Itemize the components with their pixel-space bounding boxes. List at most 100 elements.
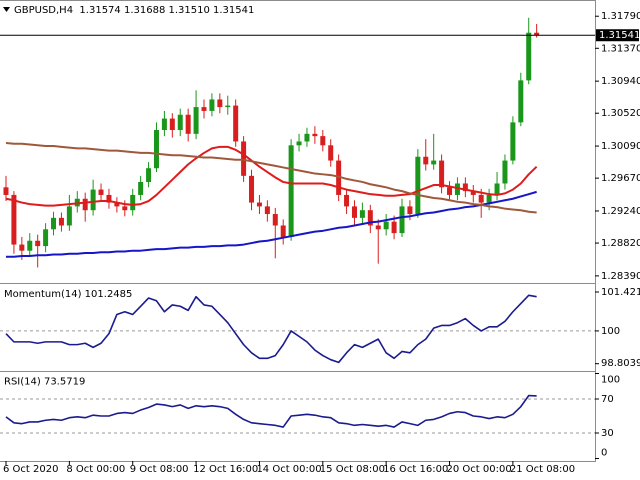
- x-tick-label: 9 Oct 08:00: [130, 464, 189, 475]
- candle-body: [27, 240, 33, 251]
- candle-body: [146, 168, 152, 182]
- candle-body: [169, 118, 175, 131]
- candle-body: [51, 217, 57, 230]
- candle-body: [462, 183, 468, 192]
- candle-body: [241, 141, 247, 176]
- candle-body: [11, 194, 17, 245]
- candle-body: [177, 114, 183, 131]
- candle-body: [367, 210, 373, 226]
- candle-body: [114, 202, 120, 207]
- candle-body: [217, 99, 223, 108]
- candle-body: [478, 194, 484, 203]
- candle-body: [502, 160, 508, 184]
- candle-body: [90, 189, 96, 211]
- candle-body: [249, 175, 255, 203]
- chart-title: GBPUSD,H4 1.31574 1.31688 1.31510 1.3154…: [14, 5, 254, 16]
- candle-body: [534, 32, 540, 36]
- y-tick-label: 1.29670: [601, 173, 640, 184]
- y-tick-label: 100: [601, 375, 620, 386]
- y-tick-label: 1.31370: [601, 43, 640, 54]
- moving-average-line: [5, 142, 537, 214]
- candle-body: [209, 99, 215, 111]
- candle-body: [233, 105, 239, 142]
- y-tick-label: 1.29240: [601, 206, 640, 217]
- candle-body: [359, 210, 365, 218]
- candle-body: [399, 206, 405, 234]
- candle-body: [328, 145, 334, 161]
- y-tick-label: 1.30940: [601, 76, 640, 87]
- y-tick-label: 1.28390: [601, 271, 640, 282]
- candle-body: [66, 206, 72, 226]
- moving-average-line: [6, 190, 537, 258]
- candle-body: [344, 194, 350, 207]
- candle-body: [201, 107, 207, 111]
- candle-body: [470, 191, 476, 195]
- candle-body: [439, 160, 445, 188]
- x-tick-label: 20 Oct 00:00: [447, 464, 512, 475]
- y-tick-label: 100: [601, 326, 620, 337]
- candle-body: [494, 183, 500, 195]
- candle-body: [193, 107, 199, 134]
- candle-body: [82, 198, 88, 211]
- panel: RSI(14) 73.5719 100 70 30 0: [0, 373, 620, 459]
- y-tick-label: 98.8039: [601, 358, 640, 369]
- candle-body: [264, 206, 270, 215]
- x-tick-label: 12 Oct 16:00: [193, 464, 258, 475]
- candle-body: [35, 240, 41, 247]
- candle-body: [351, 206, 357, 218]
- indicator-line: [5, 394, 537, 428]
- candle-body: [19, 244, 25, 251]
- candle-body: [272, 214, 278, 226]
- candle-body: [486, 194, 492, 203]
- panel: Momentum(14) 101.2485 101.421 100 98.8039: [0, 287, 640, 369]
- symbol-menu-icon: [3, 7, 10, 12]
- candle-body: [106, 194, 112, 203]
- candle-body: [415, 156, 421, 215]
- y-tick-label: 30: [601, 428, 614, 439]
- y-tick-label: 101.421: [601, 287, 640, 298]
- x-tick-label: 8 Oct 00:00: [66, 464, 125, 475]
- candle-body: [58, 217, 64, 226]
- candle-body: [288, 145, 294, 237]
- candle-body: [130, 194, 136, 211]
- candle-body: [518, 80, 524, 123]
- candle-body: [185, 114, 191, 134]
- panel-frames: [0, 0, 596, 462]
- candle-body: [431, 160, 437, 165]
- candle-body: [407, 206, 413, 215]
- candle-body: [312, 133, 318, 137]
- current-price-box: [596, 29, 639, 42]
- candle-body: [447, 187, 453, 195]
- indicator-line: [5, 294, 537, 364]
- y-tick-label: 1.30520: [601, 108, 640, 119]
- candle-body: [304, 133, 310, 142]
- candle-body: [296, 141, 302, 146]
- candle-body: [3, 187, 9, 195]
- current-price-label: 1.31541: [599, 30, 640, 41]
- candle-body: [138, 181, 144, 195]
- y-tick-label: 0: [601, 448, 607, 459]
- y-tick-label: 1.31790: [601, 11, 640, 22]
- y-tick-label: 1.30090: [601, 141, 640, 152]
- x-tick-label: 16 Oct 16:00: [383, 464, 448, 475]
- x-tick-label: 15 Oct 08:00: [320, 464, 385, 475]
- candle-body: [320, 136, 326, 146]
- panel: GBPUSD,H4 1.31574 1.31688 1.31510 1.3154…: [0, 5, 640, 282]
- candle-body: [98, 189, 104, 195]
- candle-body: [454, 183, 460, 195]
- candle-body: [225, 105, 231, 108]
- x-tick-label: 14 Oct 00:00: [256, 464, 321, 475]
- candle-body: [526, 32, 532, 81]
- candle-body: [510, 122, 516, 161]
- indicator-title: RSI(14) 73.5719: [4, 377, 85, 388]
- candle-body: [423, 156, 429, 165]
- indicator-title: Momentum(14) 101.2485: [4, 289, 132, 300]
- candle-body: [336, 160, 342, 195]
- y-tick-label: 1.28820: [601, 238, 640, 249]
- candle-body: [383, 221, 389, 230]
- x-tick-label: 6 Oct 2020: [3, 464, 58, 475]
